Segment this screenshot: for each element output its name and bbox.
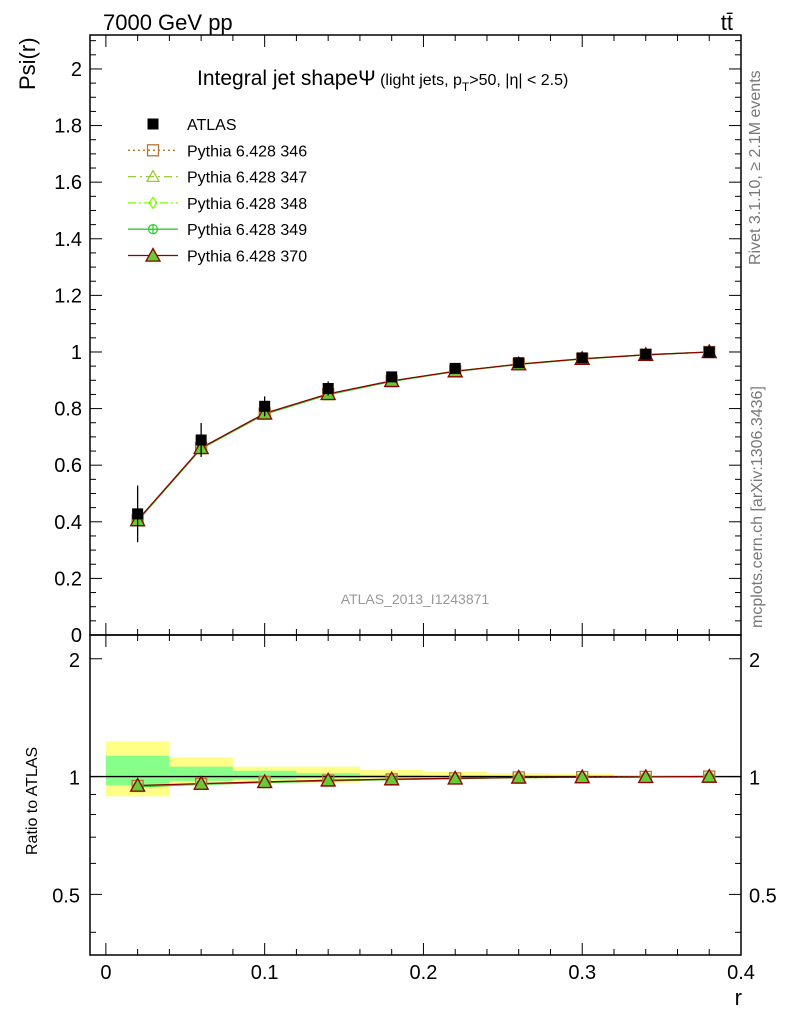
y-tick-label: 1.6 <box>54 172 82 194</box>
series-4-ratio-point <box>320 771 337 787</box>
series-4-ratio-point <box>574 768 591 784</box>
y-tick-label: 0.8 <box>54 399 82 421</box>
data-point <box>449 362 461 374</box>
legend-marker-1 <box>146 144 160 157</box>
data-point <box>132 508 144 520</box>
y-tick-label: 1.2 <box>54 285 82 307</box>
legend-label-2: Pythia 6.428 347 <box>187 170 307 187</box>
chart-title: Integral jet shapeΨ (light jets, pT>50, … <box>197 67 568 94</box>
y-tick-label: 1.4 <box>54 229 82 251</box>
mcplots-label: mcplots.cern.ch [arXiv:1306.3436] <box>749 386 766 628</box>
series-lines <box>137 351 710 788</box>
ratio-y-tick-label-left: 0.5 <box>52 885 80 907</box>
series-4-ratio-point <box>447 770 464 785</box>
analysis-id: ATLAS_2013_I1243871 <box>341 591 490 607</box>
legend: ATLAS Pythia 6.428 346 Pythia 6.428 347 Pyt… <box>128 117 307 266</box>
y-tick-label: 0 <box>71 625 82 647</box>
data-point <box>640 348 652 360</box>
x-tick-label: 0.3 <box>568 962 596 984</box>
y-axis-label: Psi(r) <box>15 37 40 90</box>
ratio-y-tick-label-right: 1 <box>749 768 760 790</box>
y-tick-label: 1 <box>71 342 82 364</box>
data-point <box>386 371 398 383</box>
process-label: tt̄ <box>721 10 733 35</box>
series-4-ratio-point <box>701 768 718 783</box>
x-tick-label: 0.1 <box>251 962 279 984</box>
x-axis-label: r <box>735 985 742 1010</box>
data-point <box>259 400 271 412</box>
legend-marker-3 <box>148 196 158 210</box>
ratio-y-tick-label-right: 0.5 <box>749 885 777 907</box>
ratio-y-tick-label-right: 2 <box>749 650 760 672</box>
legend-marker-4 <box>147 224 159 235</box>
y-tick-label: 0.2 <box>54 568 82 590</box>
y-tick-label: 2 <box>71 59 82 81</box>
x-tick-label: 0.2 <box>410 962 438 984</box>
series-4-ratio-point <box>510 769 527 784</box>
legend-marker-5 <box>144 247 162 262</box>
legend-marker-0 <box>147 118 159 130</box>
y-tick-label: 1.8 <box>54 116 82 138</box>
data-point <box>703 346 715 358</box>
x-tick-label: 0.4 <box>727 962 755 984</box>
rivet-label: Rivet 3.1.10, ≥ 2.1M events <box>747 70 764 265</box>
axes: 0 0.1 0.2 0.3 0.4 0 0.2 0.4 0.6 0.8 1 1.2 1.4 1.6 1.8 2… <box>52 34 777 984</box>
data-markers <box>129 343 718 793</box>
series-4-ratio-point <box>193 775 210 790</box>
energy-label: 7000 GeV pp <box>103 10 233 35</box>
legend-label-5: Pythia 6.428 370 <box>187 249 307 266</box>
y-tick-label: 0.6 <box>54 455 82 477</box>
legend-label-4: Pythia 6.428 349 <box>187 222 307 239</box>
series-line-4 <box>137 351 710 521</box>
data-point <box>322 382 334 394</box>
ratio-line-4 <box>137 775 710 787</box>
ratio-y-axis-label: Ratio to ATLAS <box>24 747 41 855</box>
legend-label-0: ATLAS <box>187 117 237 134</box>
x-tick-label: 0 <box>100 962 111 984</box>
data-point <box>513 357 525 369</box>
series-4-ratio-point <box>383 770 400 786</box>
ratio-stat-band <box>169 766 233 781</box>
legend-label-1: Pythia 6.428 346 <box>187 143 307 160</box>
series-4-ratio-point <box>256 773 273 789</box>
legend-label-3: Pythia 6.428 348 <box>187 196 307 213</box>
data-point <box>576 352 588 364</box>
ratio-y-tick-label-left: 1 <box>69 768 80 790</box>
ratio-plot-frame <box>89 634 742 956</box>
series-4-ratio-point <box>637 768 654 784</box>
series-4-ratio-point <box>129 777 146 792</box>
legend-marker-2 <box>145 169 161 183</box>
y-tick-label: 0.4 <box>54 512 82 534</box>
data-point <box>195 434 207 446</box>
ratio-y-tick-label-left: 2 <box>69 650 80 672</box>
ratio-uncertainty-bands <box>90 741 741 797</box>
